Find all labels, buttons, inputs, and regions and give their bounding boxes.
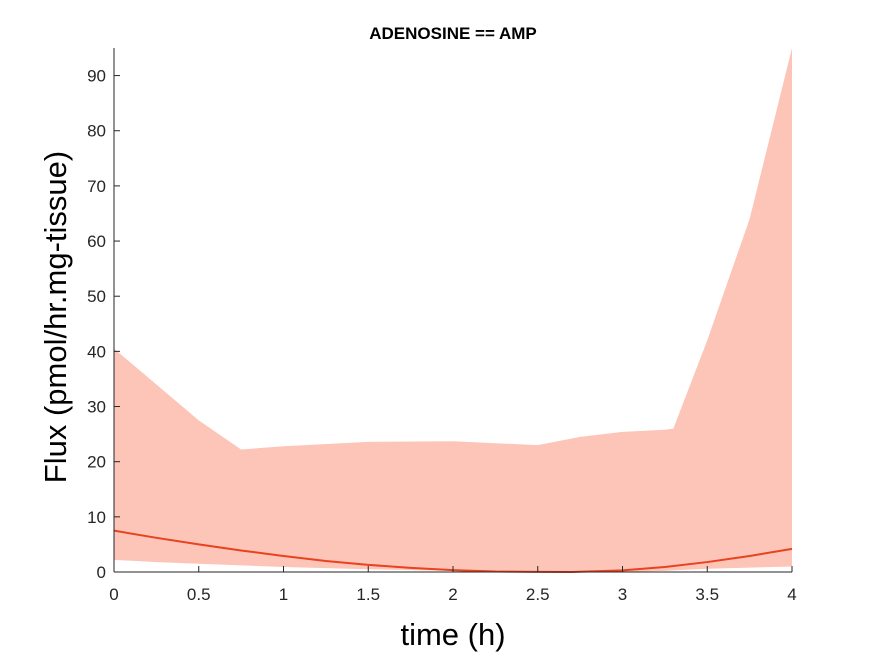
y-tick-label: 80: [87, 122, 106, 141]
x-tick-label: 4: [787, 585, 796, 604]
x-tick-label: 0.5: [187, 585, 211, 604]
y-tick-label: 10: [87, 508, 106, 527]
x-axis-label: time (h): [400, 617, 505, 652]
y-tick-label: 30: [87, 398, 106, 417]
chart-title: ADENOSINE == AMP: [369, 24, 537, 43]
x-tick-label: 3.5: [695, 585, 719, 604]
x-tick-label: 0: [109, 585, 118, 604]
y-tick-label: 50: [87, 287, 106, 306]
x-tick-label: 2: [448, 585, 457, 604]
y-axis-label: Flux (pmol/hr.mg-tissue): [38, 151, 73, 483]
x-tick-label: 1: [279, 585, 288, 604]
confidence-band-layer: [114, 48, 792, 572]
y-tick-label: 20: [87, 453, 106, 472]
y-tick-label: 60: [87, 232, 106, 251]
y-tick-label: 40: [87, 342, 106, 361]
x-tick-label: 1.5: [356, 585, 380, 604]
x-tick-label: 2.5: [526, 585, 550, 604]
y-tick-label: 90: [87, 67, 106, 86]
y-tick-label: 0: [97, 563, 106, 582]
x-tick-label: 3: [618, 585, 627, 604]
confidence-band: [114, 48, 792, 572]
y-tick-label: 70: [87, 177, 106, 196]
